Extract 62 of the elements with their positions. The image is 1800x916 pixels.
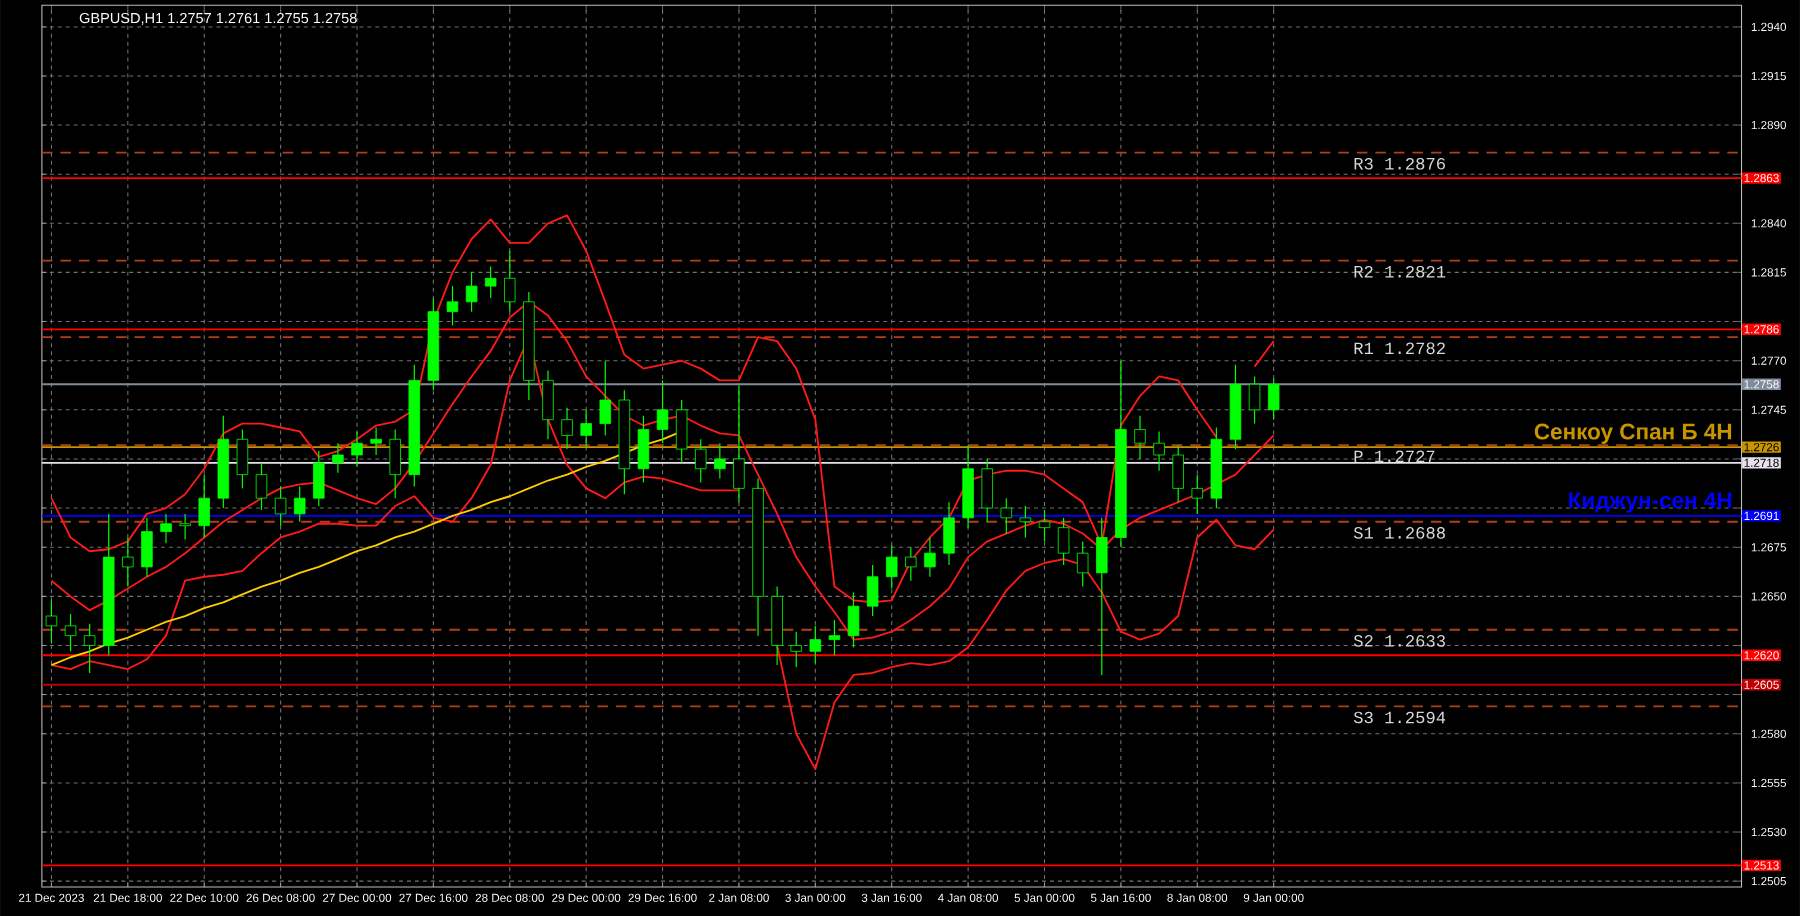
candlestick <box>160 513 172 544</box>
candlestick <box>714 442 726 480</box>
candlestick <box>1038 509 1051 542</box>
candlestick <box>1076 540 1089 588</box>
candlestick <box>1191 473 1204 515</box>
candlestick <box>695 438 707 483</box>
candlestick <box>1134 415 1146 460</box>
candlestick <box>1019 505 1032 538</box>
candlestick <box>905 546 917 582</box>
candlestick <box>1000 497 1013 535</box>
candlestick <box>542 369 554 440</box>
candlestick <box>599 360 612 436</box>
candlestick <box>675 399 688 464</box>
candlestick <box>351 430 363 468</box>
candlestick <box>733 385 745 503</box>
ref-line-label: R2 1.2821 <box>1354 265 1446 278</box>
candlestick <box>580 409 592 448</box>
candlestick <box>313 450 325 507</box>
candlestick <box>1267 377 1280 421</box>
candlestick <box>943 501 955 566</box>
candlestick <box>924 536 936 578</box>
candlestick <box>809 625 822 664</box>
candlestick <box>1172 444 1184 503</box>
candlestick <box>866 564 879 617</box>
candlestick <box>198 473 210 538</box>
candlestick <box>64 613 77 652</box>
candlestick <box>847 591 860 648</box>
candlestick <box>236 428 249 489</box>
candlestick <box>1096 517 1108 676</box>
candlestick <box>981 458 993 523</box>
ref-line-label: R1 1.2782 <box>1354 342 1445 355</box>
ref-line-label: Сенкоу Спан Б 4H <box>1534 423 1732 444</box>
candlestick <box>389 428 401 499</box>
candlestick <box>828 619 841 656</box>
candlestick <box>1153 430 1165 472</box>
candlestick <box>45 599 58 645</box>
candlestick <box>179 513 191 540</box>
candlestick <box>274 485 287 527</box>
candlestick <box>484 265 497 299</box>
candlestick <box>293 485 306 523</box>
ref-line-label: R3 1.2876 <box>1354 157 1445 170</box>
candlestick <box>561 407 573 450</box>
candlestick <box>656 379 669 444</box>
candlestick <box>332 442 344 474</box>
ref-line-label: P 1.2727 <box>1354 450 1435 462</box>
candlestick <box>1248 375 1261 425</box>
candlestick <box>446 285 459 326</box>
candlestick <box>465 271 478 313</box>
candlestick <box>141 517 153 578</box>
ref-line-label: S1 1.2688 <box>1353 526 1445 539</box>
candlestick <box>885 544 898 590</box>
candlestick <box>1057 517 1070 566</box>
candlestick <box>122 536 134 588</box>
candlestick <box>790 631 802 668</box>
candlestick <box>255 462 268 511</box>
candlestick <box>83 623 96 674</box>
ref-line-label: S3 1.2594 <box>1353 711 1446 724</box>
ref-line-label: Киджун-сен 4H <box>1569 492 1732 513</box>
ref-line-label: S2 1.2633 <box>1353 634 1445 647</box>
candlestick <box>370 426 382 456</box>
candlestick <box>637 415 650 483</box>
candlestick <box>504 250 516 313</box>
